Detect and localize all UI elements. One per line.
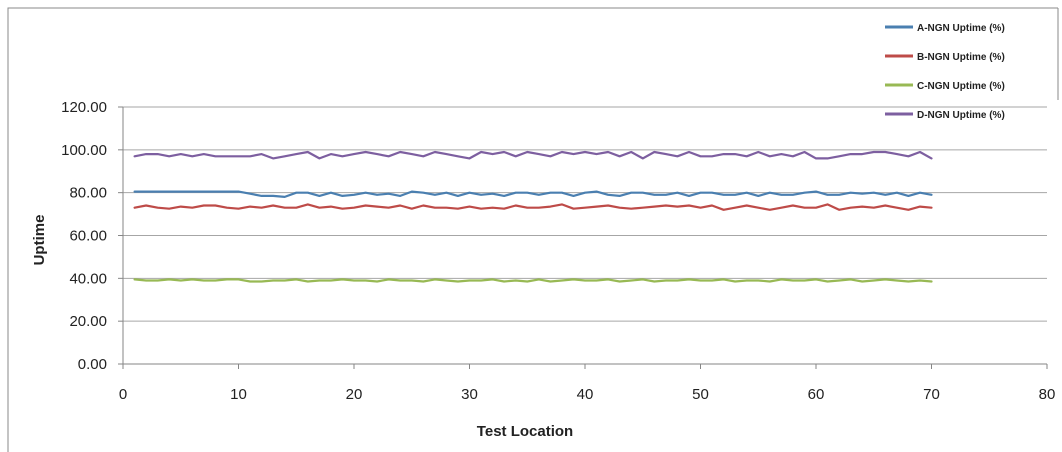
y-tick-labels: 0.00 20.00 40.00 60.00 80.00 100.00 120.00 — [61, 99, 107, 373]
legend-label: A-NGN Uptime (%) — [917, 23, 1005, 34]
x-tick-label: 20 — [346, 386, 363, 403]
chart-frame-border — [7, 7, 1058, 452]
legend-label: C-NGN Uptime (%) — [917, 81, 1005, 92]
x-tick-label: 60 — [808, 386, 825, 403]
x-tick-label: 10 — [230, 386, 247, 403]
y-tick-label: 100.00 — [61, 142, 107, 159]
y-axis-title: Uptime — [31, 215, 48, 266]
y-tick-label: 0.00 — [78, 356, 107, 373]
series-line-d — [133, 150, 933, 160]
legend-label: B-NGN Uptime (%) — [917, 52, 1005, 63]
x-tick-label: 80 — [1039, 386, 1056, 403]
y-tick-label: 80.00 — [69, 185, 107, 202]
x-tick-label: 0 — [119, 386, 127, 403]
series-line-a — [133, 190, 933, 198]
axes — [118, 106, 1048, 369]
legend: A-NGN Uptime (%) B-NGN Uptime (%) C-NGN Up… — [885, 23, 1005, 121]
x-tick-labels: 0 10 20 30 40 50 60 70 80 — [119, 386, 1056, 403]
legend-label: D-NGN Uptime (%) — [917, 110, 1005, 121]
gridlines — [123, 106, 1047, 322]
series-lines — [133, 150, 933, 283]
x-tick-label: 30 — [461, 386, 478, 403]
series-line-b — [133, 203, 933, 211]
y-tick-label: 20.00 — [69, 313, 107, 330]
y-tick-label: 40.00 — [69, 270, 107, 287]
y-tick-label: 120.00 — [61, 99, 107, 116]
x-tick-label: 50 — [692, 386, 709, 403]
y-tick-label: 60.00 — [69, 228, 107, 245]
x-tick-label: 70 — [923, 386, 940, 403]
x-tick-label: 40 — [577, 386, 594, 403]
series-line-c — [133, 278, 933, 283]
x-axis-title: Test Location — [477, 423, 573, 440]
